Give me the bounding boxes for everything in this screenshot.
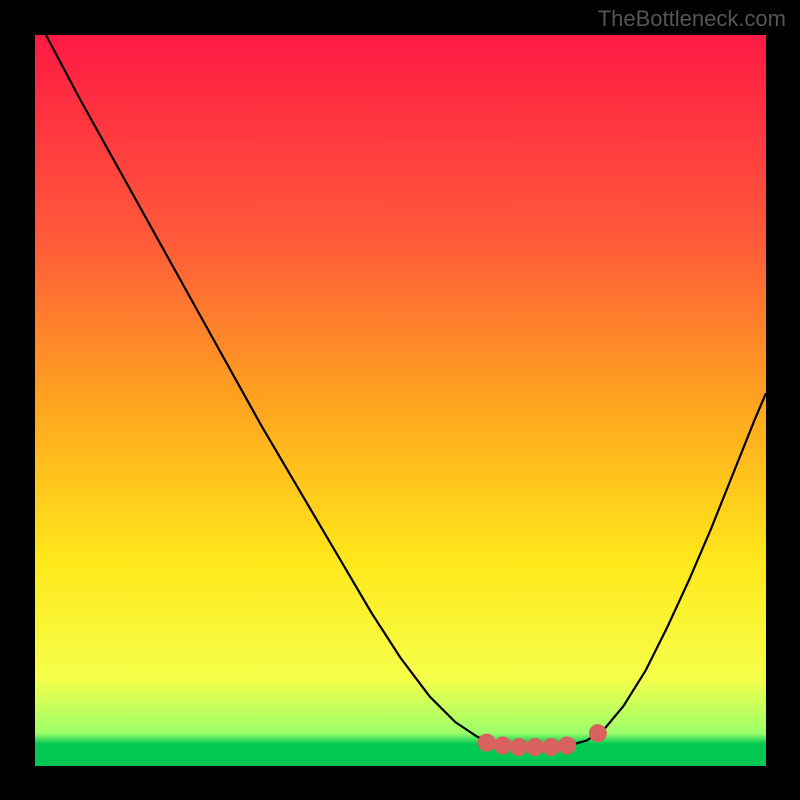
valley-marker <box>478 734 495 751</box>
valley-marker <box>527 738 544 755</box>
watermark-text: TheBottleneck.com <box>598 6 786 32</box>
bottleneck-curve <box>46 35 766 747</box>
valley-marker <box>543 738 560 755</box>
valley-marker <box>494 737 511 754</box>
curve-overlay <box>0 0 800 800</box>
valley-marker <box>559 737 576 754</box>
valley-marker <box>589 725 606 742</box>
valley-marker <box>510 738 527 755</box>
chart-container: TheBottleneck.com <box>0 0 800 800</box>
